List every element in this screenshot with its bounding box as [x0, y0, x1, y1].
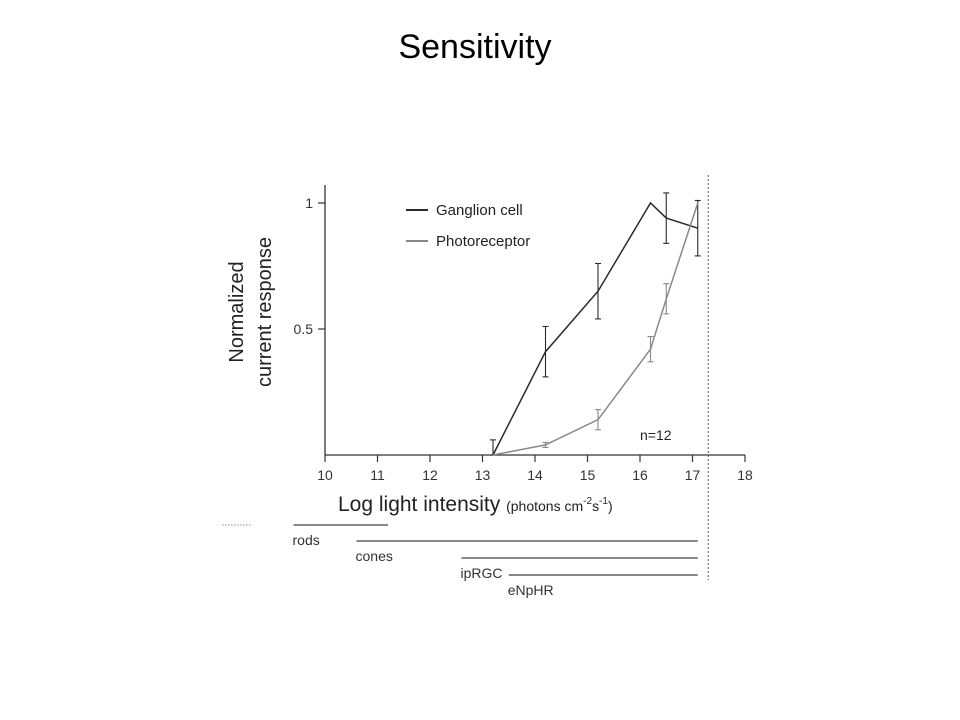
error-bar [490, 439, 496, 456]
y-tick-label: 1 [305, 195, 313, 211]
y-axis-label-line: current response [254, 237, 276, 387]
x-axis-unit: ) [608, 498, 613, 514]
error-bar [542, 441, 549, 448]
chart-labels: 10 11 12 13 14 15 16 17 18 0.5 1 Normalized current … [226, 195, 753, 598]
x-tick-label: 17 [685, 467, 701, 483]
range-label-rods: rods [293, 532, 320, 548]
x-tick-label: 15 [580, 467, 596, 483]
x-tick-label: 11 [370, 467, 385, 483]
axes [318, 185, 746, 462]
slide-title: Sensitivity [398, 28, 552, 66]
annotation-n: n=12 [640, 427, 672, 443]
series-line-photoreceptor [492, 202, 699, 456]
error-bar [647, 336, 654, 363]
y-axis-label: Normalized current response [226, 237, 276, 387]
legend-label: Ganglion cell [436, 202, 523, 219]
x-tick-label: 18 [737, 467, 753, 483]
x-tick-label: 16 [632, 467, 648, 483]
x-axis-unit-sup: -2 [583, 496, 592, 507]
x-tick-label: 10 [317, 467, 333, 483]
range-label-enphr: eNpHR [508, 582, 554, 598]
x-tick-label: 14 [527, 467, 543, 483]
error-bar [663, 283, 670, 315]
series-line-ganglion-cell [492, 201, 699, 456]
error-bar [595, 409, 601, 431]
x-axis-label: Log light intensity (photons cm-2s-1) [338, 493, 613, 516]
x-axis-label-main: Log light intensity [338, 493, 506, 516]
chart-marks [222, 175, 709, 580]
y-tick-label: 0.5 [294, 321, 314, 337]
x-axis-unit: s [592, 498, 599, 514]
error-bar [542, 325, 549, 378]
y-axis-label-line: Normalized [226, 261, 248, 362]
x-tick-label: 13 [475, 467, 491, 483]
x-tick-label: 12 [422, 467, 438, 483]
range-label-iprgc: ipRGC [461, 565, 503, 581]
x-axis-unit: (photons cm [506, 498, 583, 514]
range-label-cones: cones [356, 548, 393, 564]
error-bar [694, 199, 701, 257]
x-axis-unit-sup: -1 [599, 496, 608, 507]
legend-label: Photoreceptor [436, 233, 530, 250]
error-bar [663, 192, 670, 244]
error-bar [595, 262, 601, 320]
